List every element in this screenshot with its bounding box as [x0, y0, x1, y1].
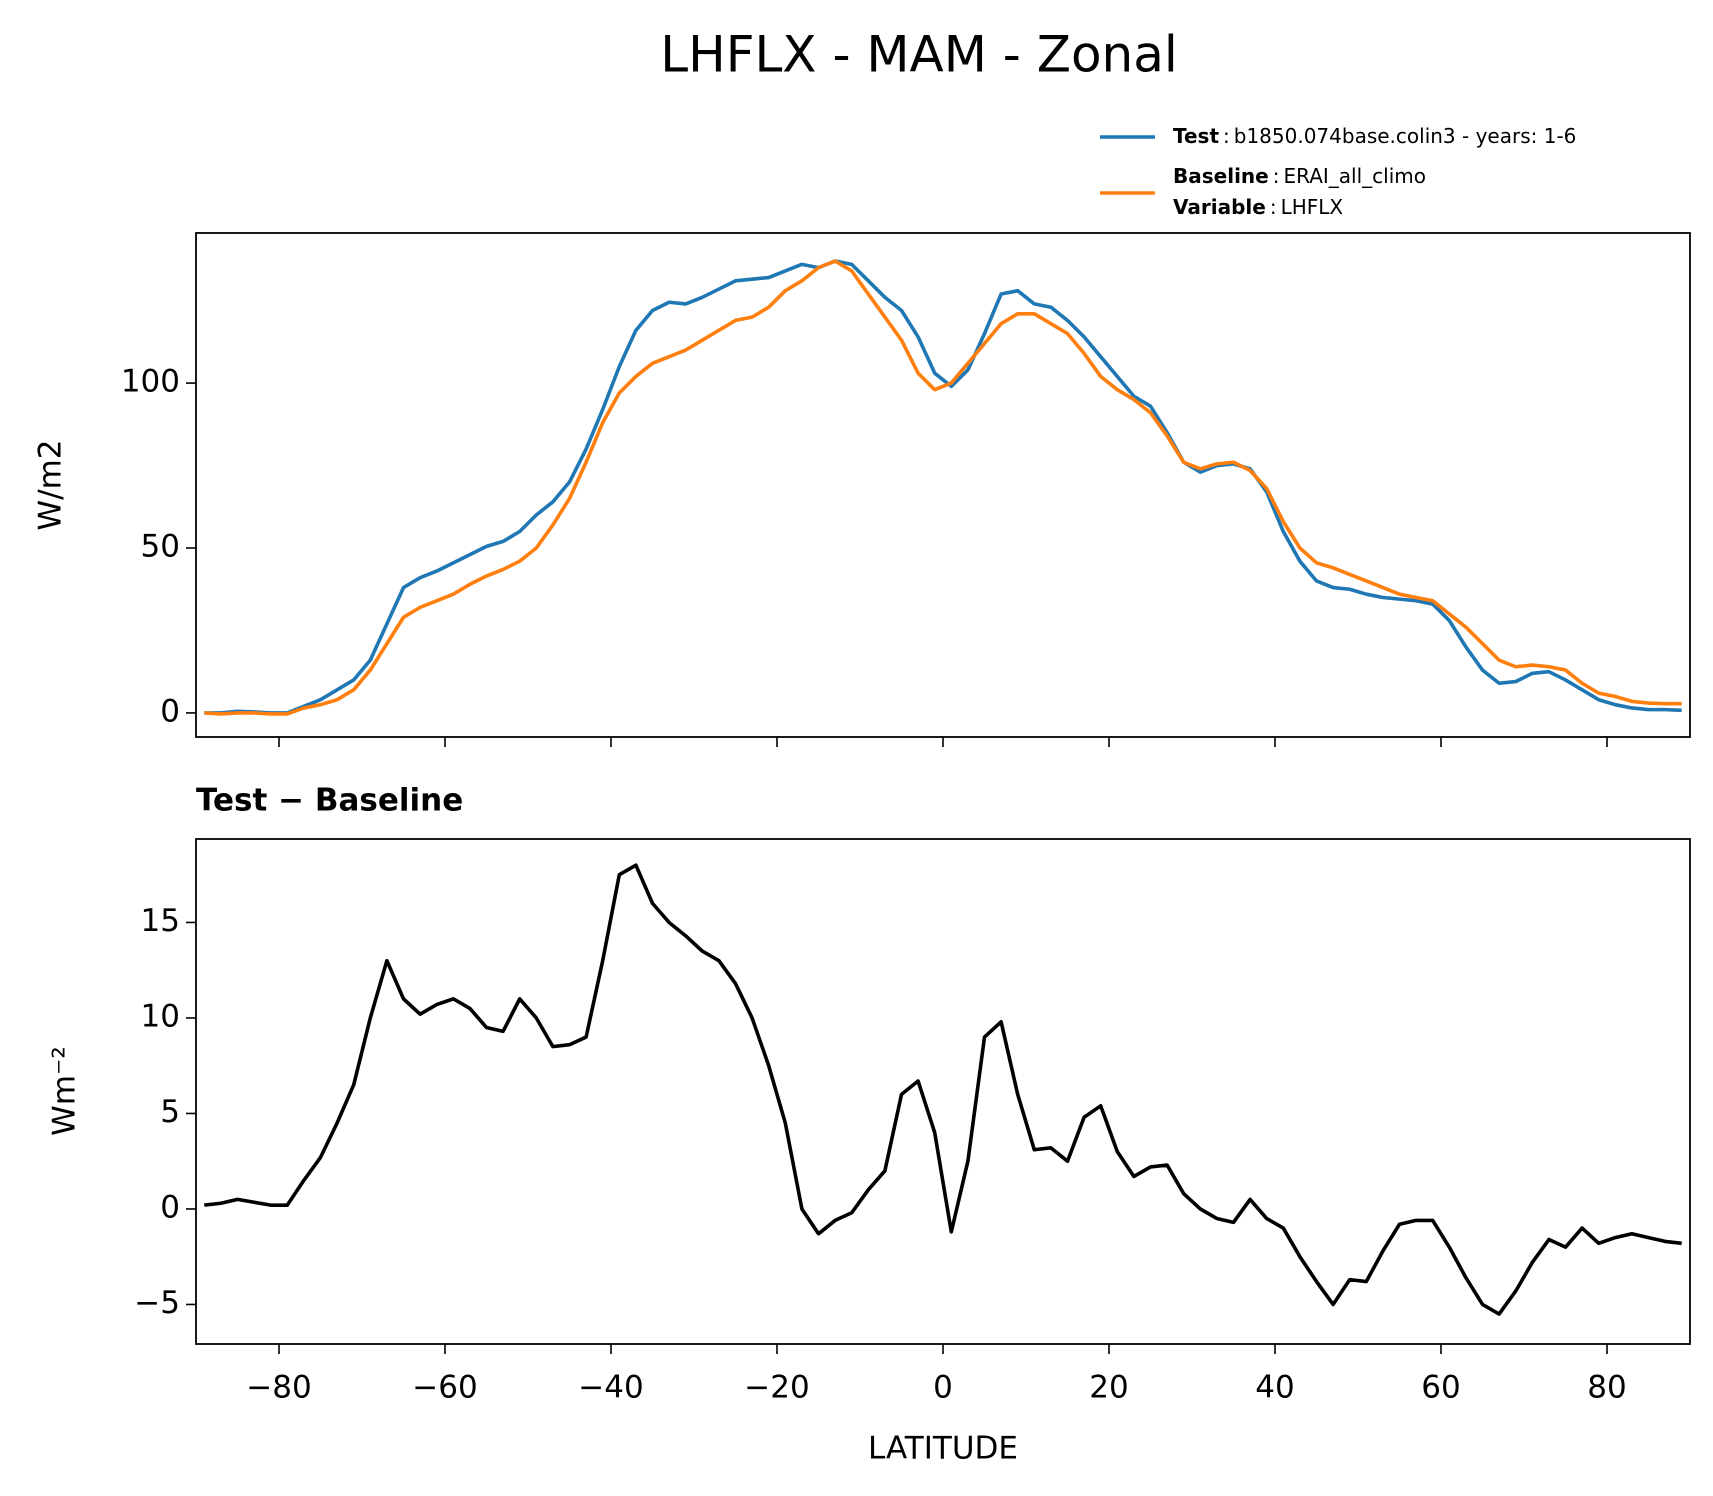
y-tick-label: 0 [160, 1189, 180, 1225]
legend-entry: Variable : LHFLX [1173, 195, 1343, 219]
legend-entry: Baseline : ERAI_all_climo [1173, 164, 1426, 188]
legend-name: Baseline [1173, 164, 1269, 188]
legend-sep: : [1219, 124, 1234, 148]
y-tick-label: 5 [160, 1094, 180, 1130]
axes-frame [195, 838, 1691, 1345]
x-tick-label: 60 [1421, 1370, 1460, 1406]
legend-label: LHFLX [1281, 195, 1344, 219]
legend-entry: Test : b1850.074base.colin3 - years: 1-6 [1173, 124, 1576, 148]
plot-area [204, 863, 1682, 1316]
x-tick-label: −60 [412, 1370, 477, 1406]
x-tick-label: 20 [1089, 1370, 1128, 1406]
y-tick-label: 10 [141, 998, 180, 1034]
legend-sep: : [1269, 164, 1284, 188]
x-tick-label: −40 [578, 1370, 643, 1406]
legend-label: b1850.074base.colin3 - years: 1-6 [1234, 124, 1577, 148]
data-line [204, 863, 1682, 1316]
y-axis-label: W/m2 [33, 439, 69, 530]
y-tick-label: 15 [141, 903, 180, 939]
data-line [204, 259, 1682, 716]
x-tick-label: −20 [744, 1370, 809, 1406]
y-tick-label: 50 [141, 529, 180, 565]
legend-name: Test [1173, 124, 1219, 148]
legend-label: ERAI_all_climo [1283, 164, 1426, 188]
x-tick-label: 0 [933, 1370, 953, 1406]
x-axis-label: LATITUDE [868, 1431, 1018, 1467]
data-line [204, 259, 1682, 715]
y-tick-label: −5 [134, 1285, 180, 1321]
legend-name: Variable [1173, 195, 1266, 219]
axes-frame [195, 232, 1691, 738]
y-axis-label: Wm⁻² [47, 1046, 83, 1136]
legend-sep: : [1266, 195, 1281, 219]
plot-area [204, 259, 1682, 716]
x-tick-label: 40 [1255, 1370, 1294, 1406]
x-tick-label: −80 [246, 1370, 311, 1406]
figure-title: LHFLX - MAM - Zonal [660, 26, 1178, 84]
y-tick-label: 100 [121, 364, 180, 400]
x-tick-label: 80 [1587, 1370, 1626, 1406]
subplot-title: Test − Baseline [196, 783, 463, 819]
y-tick-label: 0 [160, 693, 180, 729]
